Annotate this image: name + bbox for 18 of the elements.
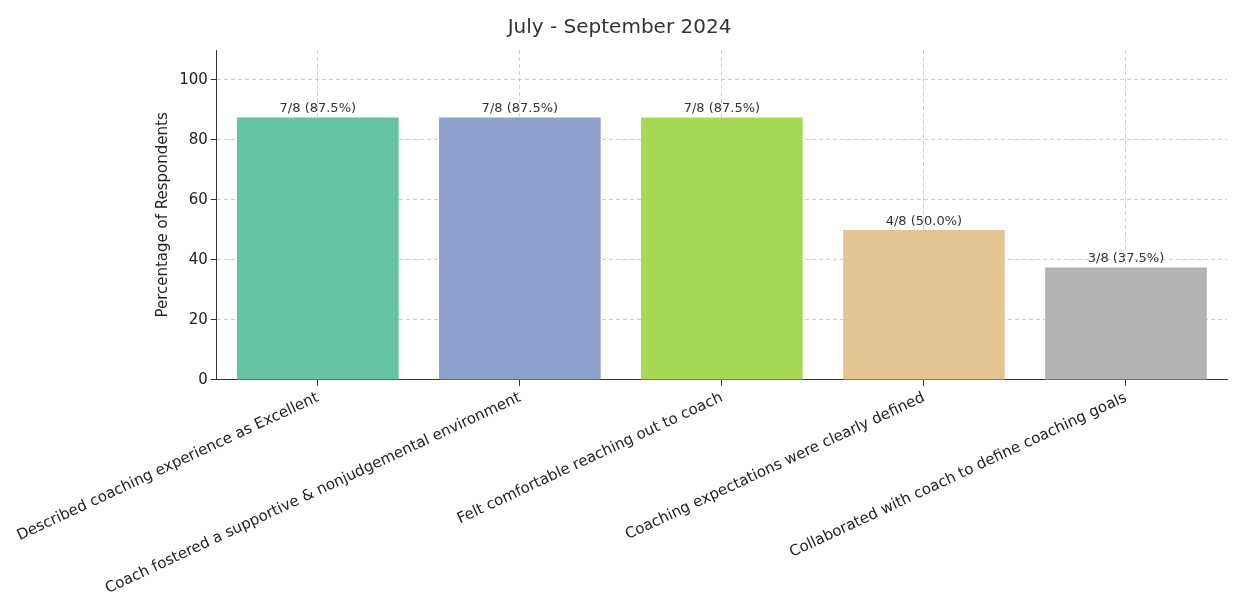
data-label: 7/8 (87.5%) xyxy=(481,100,559,116)
data-label: 3/8 (37.5%) xyxy=(1087,250,1165,266)
y-tick-label: 0 xyxy=(198,369,208,388)
y-tick-label: 100 xyxy=(179,69,208,88)
bar xyxy=(1045,267,1207,380)
data-label: 7/8 (87.5%) xyxy=(683,100,761,116)
bar xyxy=(641,117,803,380)
bar xyxy=(237,117,399,380)
bar xyxy=(439,117,601,380)
data-label: 7/8 (87.5%) xyxy=(279,100,357,116)
y-tick-label: 20 xyxy=(188,309,208,328)
chart-title: July - September 2024 xyxy=(505,14,732,39)
y-tick-label: 40 xyxy=(188,249,208,268)
y-axis-title: Percentage of Respondents xyxy=(153,112,172,318)
data-label: 4/8 (50.0%) xyxy=(885,212,963,228)
y-tick-label: 60 xyxy=(188,189,208,208)
bar xyxy=(843,229,1005,380)
y-tick-label: 80 xyxy=(188,129,208,148)
